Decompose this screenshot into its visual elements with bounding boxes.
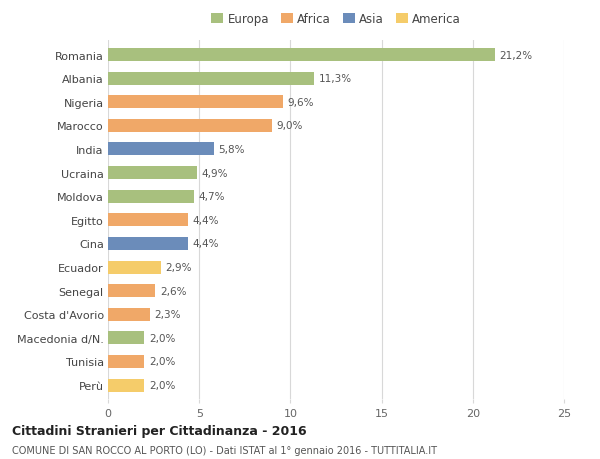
Text: COMUNE DI SAN ROCCO AL PORTO (LO) - Dati ISTAT al 1° gennaio 2016 - TUTTITALIA.I: COMUNE DI SAN ROCCO AL PORTO (LO) - Dati… (12, 445, 437, 455)
Text: 2,9%: 2,9% (166, 263, 192, 273)
Bar (108, 214, 188, 227)
Text: 9,6%: 9,6% (287, 98, 314, 107)
Text: 4,9%: 4,9% (202, 168, 229, 178)
Text: 4,7%: 4,7% (198, 192, 225, 202)
Bar (108, 96, 283, 109)
Text: 2,0%: 2,0% (149, 380, 175, 390)
Bar (108, 308, 150, 321)
Bar (108, 143, 214, 156)
Bar (108, 331, 145, 345)
Bar (108, 355, 145, 368)
Text: 4,4%: 4,4% (193, 215, 220, 225)
Bar (108, 237, 188, 250)
Legend: Europa, Africa, Asia, America: Europa, Africa, Asia, America (206, 8, 466, 31)
Bar (108, 261, 161, 274)
Bar (108, 379, 145, 392)
Text: 21,2%: 21,2% (499, 50, 532, 61)
Bar (108, 49, 494, 62)
Bar (108, 285, 155, 297)
Text: 2,6%: 2,6% (160, 286, 187, 296)
Text: Cittadini Stranieri per Cittadinanza - 2016: Cittadini Stranieri per Cittadinanza - 2… (12, 425, 307, 437)
Text: 5,8%: 5,8% (218, 145, 245, 155)
Text: 11,3%: 11,3% (319, 74, 352, 84)
Bar (108, 190, 194, 203)
Text: 4,4%: 4,4% (193, 239, 220, 249)
Bar (108, 120, 272, 133)
Bar (108, 73, 314, 85)
Text: 9,0%: 9,0% (277, 121, 303, 131)
Bar (108, 167, 197, 179)
Text: 2,3%: 2,3% (155, 309, 181, 319)
Text: 2,0%: 2,0% (149, 357, 175, 367)
Text: 2,0%: 2,0% (149, 333, 175, 343)
